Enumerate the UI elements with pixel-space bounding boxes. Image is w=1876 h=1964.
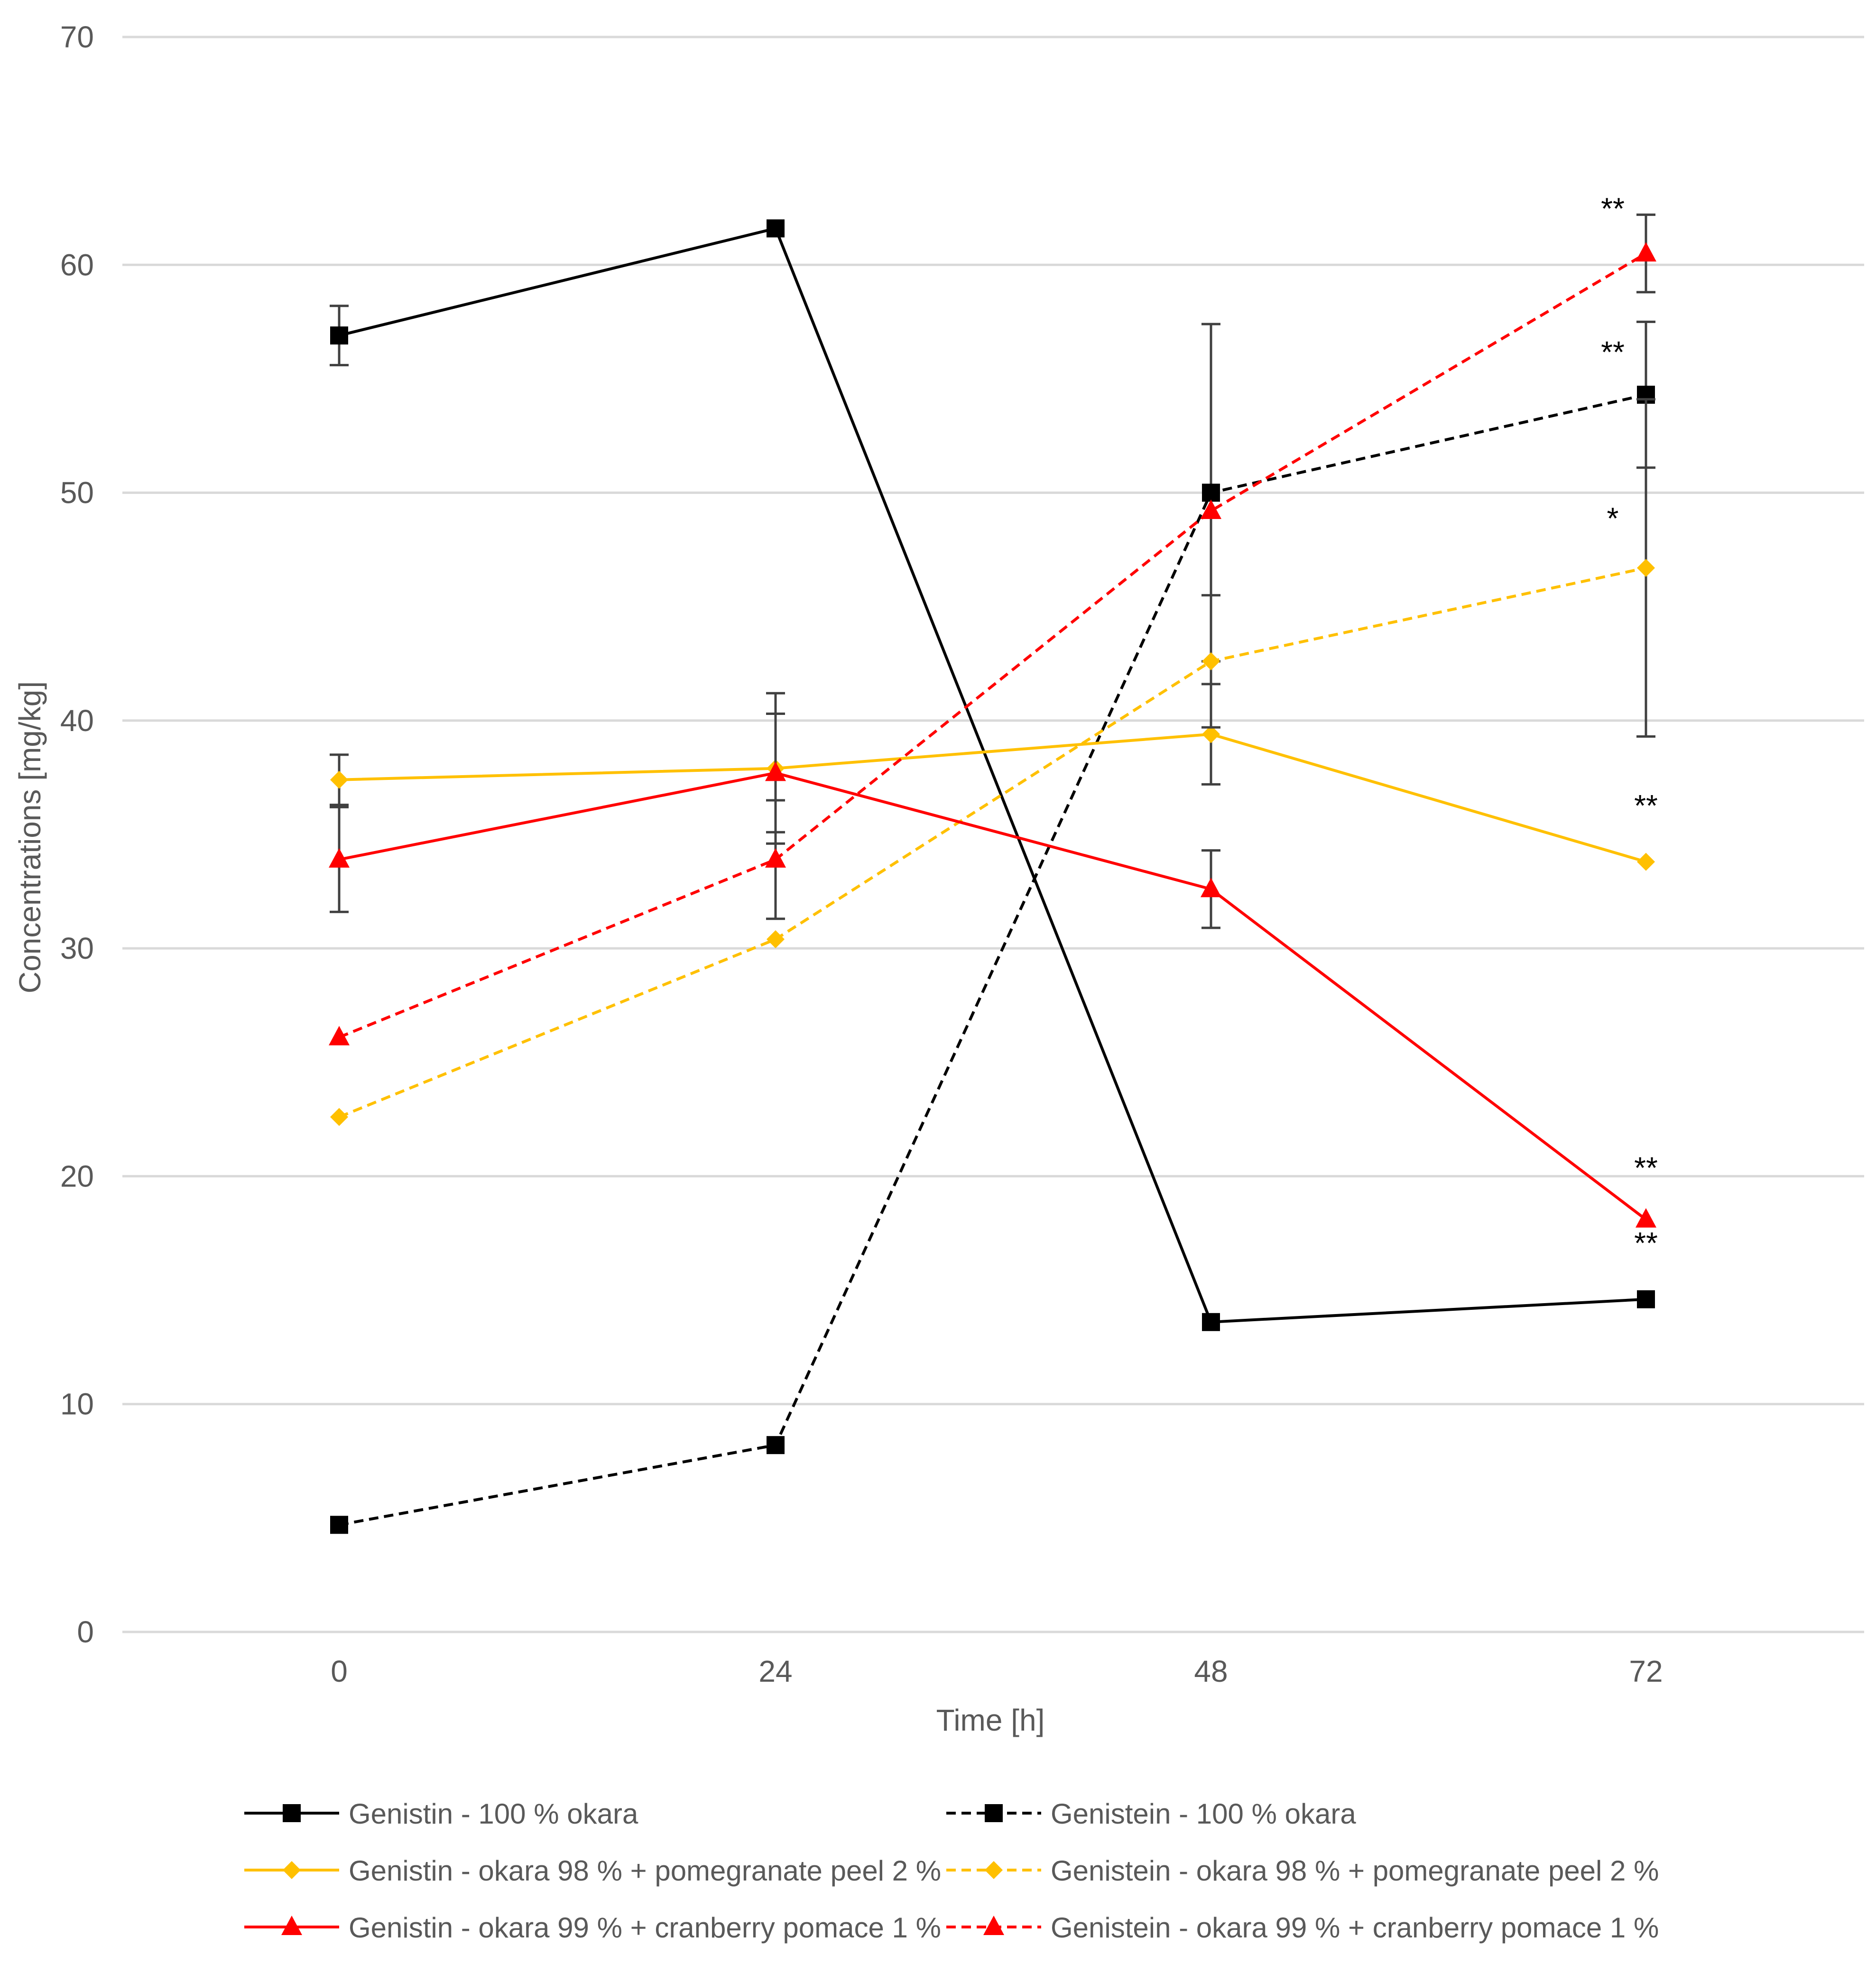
legend-marker (283, 1804, 301, 1822)
x-axis-ticks: 0 24 48 72 (331, 1654, 1663, 1688)
series-line (338, 566, 1646, 1119)
legend-marker (281, 1916, 302, 1935)
legend-label: Genistein - okara 98 % + pomegranate pee… (1051, 1855, 1659, 1887)
legend-item-genistein-cranberry: Genistein - okara 99 % + cranberry pomac… (946, 1912, 1659, 1944)
x-axis-title: Time [h] (936, 1703, 1045, 1737)
significance-annotation: ** (1601, 335, 1625, 369)
data-point (1201, 499, 1221, 519)
data-point (329, 848, 350, 868)
legend-marker (985, 1861, 1003, 1879)
data-point (1202, 725, 1220, 743)
legend-label: Genistein - okara 99 % + cranberry pomac… (1051, 1912, 1659, 1944)
significance-annotation: ** (1634, 1150, 1658, 1185)
data-point (330, 1516, 348, 1534)
series-line (338, 252, 1647, 1039)
legend-label: Genistin - okara 98 % + pomegranate peel… (349, 1855, 941, 1887)
y-tick-label: 30 (60, 931, 94, 965)
series-genistin-okara (330, 219, 1655, 1331)
legend-label: Genistin - 100 % okara (349, 1798, 638, 1830)
significance-annotation: ** (1634, 1226, 1658, 1260)
significance-annotation: ** (1601, 191, 1625, 225)
legend-item-genistein-okara: Genistein - 100 % okara (946, 1798, 1356, 1830)
legend-item-genistin-okara: Genistin - 100 % okara (244, 1798, 638, 1830)
x-tick-label: 24 (758, 1654, 792, 1688)
series-line (339, 771, 1647, 1221)
data-point (765, 761, 786, 781)
legend-marker (985, 1804, 1003, 1822)
legend-marker (983, 1916, 1004, 1935)
data-point (765, 848, 786, 868)
y-tick-label: 50 (60, 476, 94, 510)
data-point (767, 930, 785, 948)
significance-annotation: ** (1634, 788, 1658, 823)
legend: Genistin - 100 % okara Genistein - 100 % … (244, 1798, 1659, 1944)
x-tick-label: 72 (1629, 1654, 1663, 1688)
data-point (1202, 1313, 1220, 1331)
y-tick-label: 60 (60, 248, 94, 282)
annotations-layer: *********** (1601, 191, 1658, 1260)
data-point (1202, 652, 1220, 670)
data-point (767, 219, 785, 238)
series-genistein-okara (330, 320, 1655, 1534)
y-tick-label: 20 (60, 1159, 94, 1193)
y-tick-label: 70 (60, 20, 94, 54)
legend-item-genistin-pomegranate: Genistin - okara 98 % + pomegranate peel… (244, 1855, 941, 1887)
series-genistin-pomegranate (330, 683, 1655, 871)
x-tick-label: 48 (1194, 1654, 1228, 1688)
grid-layer (122, 36, 1864, 1633)
legend-item-genistin-cranberry: Genistin - okara 99 % + cranberry pomace… (244, 1912, 941, 1944)
y-axis-title: Concentrations [mg/kg] (13, 681, 47, 993)
data-point (1637, 1290, 1655, 1308)
series-line (339, 226, 1646, 1324)
x-tick-label: 0 (331, 1654, 348, 1688)
y-axis-ticks: 0 10 20 30 40 50 60 70 (60, 20, 94, 1649)
series-genistein-cranberry (329, 213, 1656, 1046)
series-line (339, 732, 1646, 863)
data-point (1636, 1208, 1656, 1228)
data-point (329, 1026, 350, 1046)
legend-label: Genistin - okara 99 % + cranberry pomace… (349, 1912, 941, 1944)
data-point (1636, 242, 1656, 262)
legend-label: Genistein - 100 % okara (1051, 1798, 1356, 1830)
y-tick-label: 0 (77, 1615, 94, 1649)
series-layer (329, 213, 1656, 1534)
data-point (767, 1436, 785, 1454)
series-line (339, 393, 1646, 1527)
data-point (1637, 852, 1655, 871)
significance-annotation: * (1607, 501, 1619, 536)
data-point (330, 326, 348, 345)
legend-item-genistein-pomegranate: Genistein - okara 98 % + pomegranate pee… (946, 1855, 1659, 1887)
series-genistein-pomegranate (330, 398, 1655, 1126)
data-point (1202, 483, 1220, 502)
legend-marker (283, 1861, 301, 1879)
y-tick-label: 10 (60, 1387, 94, 1421)
data-point (330, 770, 348, 789)
data-point (1637, 559, 1655, 577)
data-point (1201, 878, 1221, 898)
data-point (330, 1108, 348, 1126)
y-tick-label: 40 (60, 704, 94, 738)
